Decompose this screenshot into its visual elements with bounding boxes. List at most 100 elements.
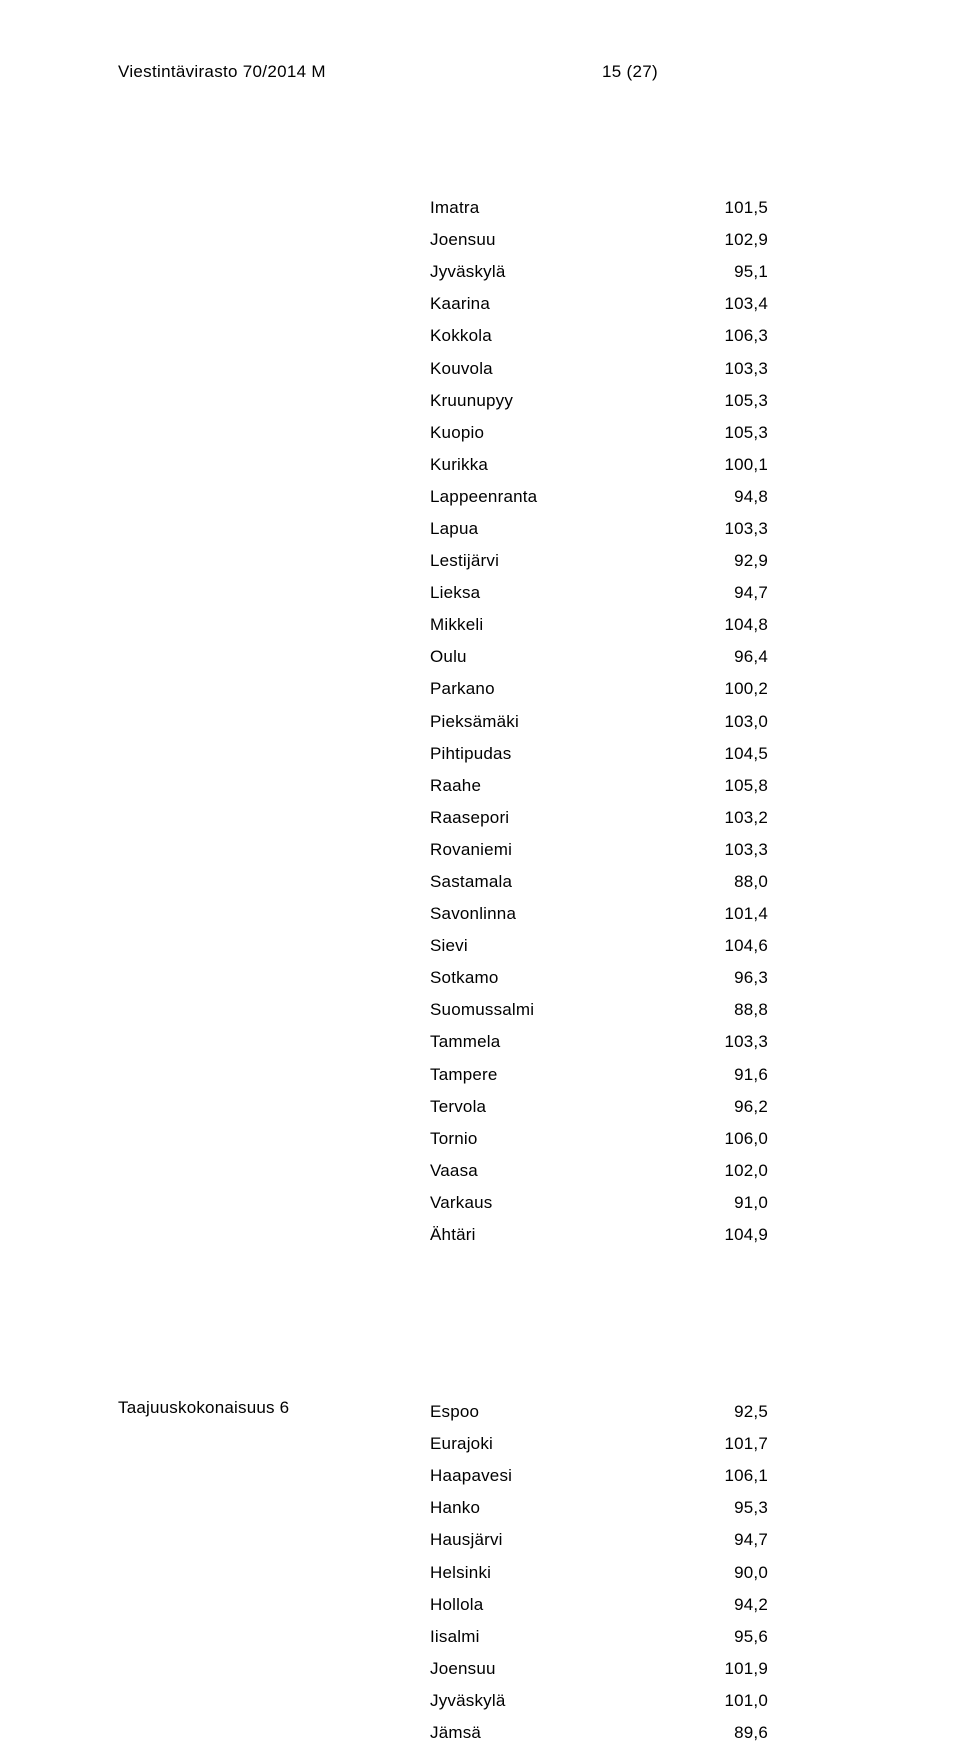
value-cell: 88,0 — [678, 872, 768, 892]
city-cell: Hollola — [430, 1595, 678, 1615]
value-cell: 88,8 — [678, 1000, 768, 1020]
city-cell: Kuopio — [430, 423, 678, 443]
frequency-table-1: Imatra101,5Joensuu102,9Jyväskylä95,1Kaar… — [430, 192, 768, 1251]
city-cell: Tammela — [430, 1032, 678, 1052]
value-cell: 105,3 — [678, 423, 768, 443]
page: Viestintävirasto 70/2014 M 15 (27) Imatr… — [0, 0, 960, 1740]
value-cell: 106,0 — [678, 1129, 768, 1149]
city-cell: Pieksämäki — [430, 712, 678, 732]
city-cell: Joensuu — [430, 1659, 678, 1679]
value-cell: 91,0 — [678, 1193, 768, 1213]
city-cell: Helsinki — [430, 1563, 678, 1583]
city-cell: Jyväskylä — [430, 262, 678, 282]
table-row: Tornio106,0 — [430, 1123, 768, 1155]
city-cell: Oulu — [430, 647, 678, 667]
table-row: Varkaus91,0 — [430, 1187, 768, 1219]
city-cell: Sievi — [430, 936, 678, 956]
city-cell: Kurikka — [430, 455, 678, 475]
city-cell: Savonlinna — [430, 904, 678, 924]
city-cell: Sotkamo — [430, 968, 678, 988]
table-row: Pihtipudas104,5 — [430, 738, 768, 770]
table-row: Jyväskylä101,0 — [430, 1685, 768, 1717]
table-row: Espoo92,5 — [430, 1396, 768, 1428]
table-row: Joensuu101,9 — [430, 1653, 768, 1685]
value-cell: 104,8 — [678, 615, 768, 635]
table-row: Joensuu102,9 — [430, 224, 768, 256]
table-row: Kuopio105,3 — [430, 417, 768, 449]
table-row: Haapavesi106,1 — [430, 1460, 768, 1492]
city-cell: Iisalmi — [430, 1627, 678, 1647]
value-cell: 94,2 — [678, 1595, 768, 1615]
city-cell: Espoo — [430, 1402, 678, 1422]
value-cell: 104,5 — [678, 744, 768, 764]
city-cell: Mikkeli — [430, 615, 678, 635]
city-cell: Lappeenranta — [430, 487, 678, 507]
table-row: Tervola96,2 — [430, 1091, 768, 1123]
city-cell: Suomussalmi — [430, 1000, 678, 1020]
table-row: Lappeenranta94,8 — [430, 481, 768, 513]
city-cell: Lestijärvi — [430, 551, 678, 571]
table-row: Imatra101,5 — [430, 192, 768, 224]
value-cell: 102,0 — [678, 1161, 768, 1181]
value-cell: 94,8 — [678, 487, 768, 507]
city-cell: Tampere — [430, 1065, 678, 1085]
table-row: Suomussalmi88,8 — [430, 994, 768, 1026]
city-cell: Kaarina — [430, 294, 678, 314]
value-cell: 95,1 — [678, 262, 768, 282]
table-row: Pieksämäki103,0 — [430, 706, 768, 738]
value-cell: 103,4 — [678, 294, 768, 314]
value-cell: 101,5 — [678, 198, 768, 218]
value-cell: 102,9 — [678, 230, 768, 250]
table-row: Parkano100,2 — [430, 673, 768, 705]
value-cell: 104,6 — [678, 936, 768, 956]
table-row: Lapua103,3 — [430, 513, 768, 545]
section-label-6: Taajuuskokonaisuus 6 — [118, 1398, 289, 1418]
value-cell: 103,3 — [678, 519, 768, 539]
value-cell: 105,3 — [678, 391, 768, 411]
table-row: Raasepori103,2 — [430, 802, 768, 834]
city-cell: Rovaniemi — [430, 840, 678, 860]
header-right: 15 (27) — [602, 62, 658, 82]
value-cell: 90,0 — [678, 1563, 768, 1583]
value-cell: 100,2 — [678, 679, 768, 699]
table-row: Lestijärvi92,9 — [430, 545, 768, 577]
table-row: Helsinki90,0 — [430, 1556, 768, 1588]
table-row: Ähtäri104,9 — [430, 1219, 768, 1251]
city-cell: Raasepori — [430, 808, 678, 828]
value-cell: 103,3 — [678, 359, 768, 379]
table-row: Vaasa102,0 — [430, 1155, 768, 1187]
value-cell: 100,1 — [678, 455, 768, 475]
table-row: Kokkola106,3 — [430, 320, 768, 352]
table-row: Kruunupyy105,3 — [430, 385, 768, 417]
city-cell: Varkaus — [430, 1193, 678, 1213]
value-cell: 95,3 — [678, 1498, 768, 1518]
table-row: Oulu96,4 — [430, 641, 768, 673]
city-cell: Joensuu — [430, 230, 678, 250]
value-cell: 92,9 — [678, 551, 768, 571]
table-row: Hanko95,3 — [430, 1492, 768, 1524]
city-cell: Ähtäri — [430, 1225, 678, 1245]
header-left: Viestintävirasto 70/2014 M — [118, 62, 326, 82]
table-row: Kurikka100,1 — [430, 449, 768, 481]
city-cell: Sastamala — [430, 872, 678, 892]
table-row: Tammela103,3 — [430, 1026, 768, 1058]
table-row: Rovaniemi103,3 — [430, 834, 768, 866]
city-cell: Lieksa — [430, 583, 678, 603]
table-row: Hausjärvi94,7 — [430, 1524, 768, 1556]
value-cell: 103,3 — [678, 840, 768, 860]
city-cell: Eurajoki — [430, 1434, 678, 1454]
city-cell: Lapua — [430, 519, 678, 539]
city-cell: Vaasa — [430, 1161, 678, 1181]
table-row: Savonlinna101,4 — [430, 898, 768, 930]
table-row: Tampere91,6 — [430, 1059, 768, 1091]
value-cell: 103,3 — [678, 1032, 768, 1052]
table-row: Sotkamo96,3 — [430, 962, 768, 994]
city-cell: Kruunupyy — [430, 391, 678, 411]
city-cell: Jyväskylä — [430, 1691, 678, 1711]
value-cell: 96,4 — [678, 647, 768, 667]
value-cell: 91,6 — [678, 1065, 768, 1085]
value-cell: 101,7 — [678, 1434, 768, 1454]
value-cell: 106,1 — [678, 1466, 768, 1486]
city-cell: Raahe — [430, 776, 678, 796]
table-row: Kouvola103,3 — [430, 352, 768, 384]
